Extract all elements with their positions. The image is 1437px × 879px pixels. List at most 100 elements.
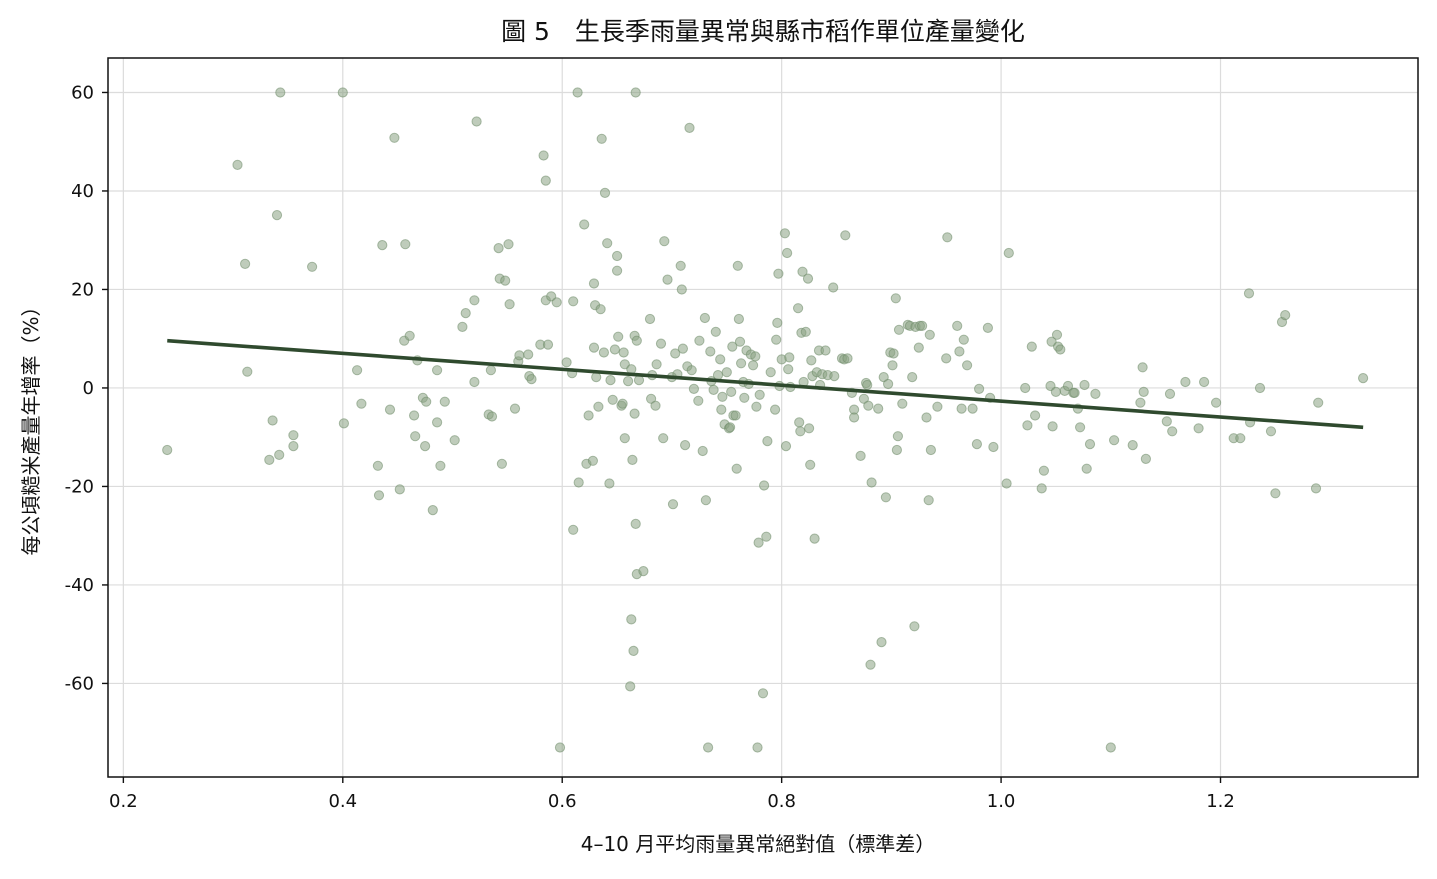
scatter-point <box>1199 376 1210 388</box>
trend-line-group <box>167 338 1364 430</box>
scatter-point <box>804 423 815 434</box>
scatter-point <box>694 335 705 346</box>
scatter-point <box>1062 380 1074 392</box>
scatter-point <box>1164 388 1176 399</box>
scatter-points <box>162 87 1369 753</box>
scatter-point <box>731 463 742 474</box>
scatter-point <box>797 266 808 277</box>
scatter-point <box>783 364 794 375</box>
scatter-point <box>1161 416 1172 427</box>
scatter-point <box>540 175 551 186</box>
scatter-point <box>288 430 299 441</box>
scatter-point <box>602 238 613 249</box>
scatter-point <box>389 132 400 143</box>
scatter-point <box>721 367 732 378</box>
scatter-point <box>274 449 285 460</box>
scatter-point <box>486 411 498 422</box>
scatter-point <box>677 343 689 354</box>
scatter-point <box>782 247 793 259</box>
scatter-point <box>591 372 602 383</box>
scatter-point <box>1270 488 1281 499</box>
scatter-point <box>809 533 820 544</box>
scatter-point <box>941 353 952 364</box>
scatter-point <box>275 87 286 98</box>
scatter-point <box>655 338 667 349</box>
scatter-point <box>971 439 983 450</box>
scatter-point <box>802 273 814 284</box>
scatter-point <box>1313 397 1324 408</box>
scatter-point <box>888 348 899 359</box>
scatter-point <box>842 353 853 364</box>
y-tick-label: 60 <box>71 82 94 103</box>
scatter-point <box>840 230 851 241</box>
scatter-point <box>876 637 887 648</box>
scatter-point <box>693 395 704 406</box>
scatter-point <box>583 410 594 421</box>
scatter-point <box>612 265 623 276</box>
scatter-point <box>883 378 894 390</box>
scatter-point <box>917 320 928 331</box>
scatter-point <box>806 355 817 366</box>
scatter-point <box>598 347 610 358</box>
scatter-point <box>662 274 673 285</box>
scatter-point <box>496 458 507 469</box>
scatter-point <box>439 396 450 407</box>
scatter-point <box>604 478 615 489</box>
scatter-point <box>974 383 985 394</box>
x-tick-label: 1.2 <box>1206 791 1235 812</box>
scatter-point <box>688 383 700 394</box>
x-tick-label: 0.8 <box>767 791 796 812</box>
plot-area-frame <box>107 57 1419 778</box>
y-tick-label: 40 <box>71 181 94 202</box>
scatter-point <box>907 372 918 383</box>
scatter-point <box>1026 341 1037 352</box>
scatter-point <box>772 317 783 328</box>
scatter-point <box>982 322 994 333</box>
scatter-point <box>1090 388 1101 399</box>
scatter-point <box>232 159 243 170</box>
scatter-point <box>1055 344 1066 355</box>
scatter-point <box>909 621 920 632</box>
scatter-point <box>1265 426 1277 437</box>
scatter-point <box>849 412 860 423</box>
scatter-point <box>1105 742 1116 753</box>
scatter-point <box>1001 478 1012 489</box>
scatter-point <box>924 329 935 340</box>
scatter-point <box>503 239 514 250</box>
scatter-point <box>712 370 724 381</box>
scatter-point <box>670 348 681 359</box>
scatter-point <box>716 404 727 415</box>
scatter-point <box>761 531 772 542</box>
scatter-point <box>753 537 764 548</box>
y-tick-label: -60 <box>65 673 94 694</box>
scatter-point <box>1075 422 1086 433</box>
scatter-point <box>1310 483 1322 494</box>
scatter-point <box>748 360 759 371</box>
scatter-point <box>794 417 805 428</box>
scatter-point <box>700 495 712 506</box>
scatter-point <box>587 455 599 466</box>
scatter-point <box>572 87 583 98</box>
scatter-point <box>607 394 618 405</box>
x-tick-label: 0.2 <box>109 791 138 812</box>
scatter-point <box>609 344 621 355</box>
scatter-point <box>338 418 349 429</box>
scatter-point <box>710 326 721 337</box>
scatter-point <box>658 433 669 444</box>
scatter-point <box>352 365 363 376</box>
scatter-point <box>514 350 525 361</box>
scatter-point <box>307 261 318 272</box>
scatter-point <box>1051 329 1063 340</box>
scatter-point <box>913 342 924 353</box>
scatter-point <box>1358 373 1369 384</box>
scatter-point <box>337 87 348 98</box>
scatter-point <box>568 296 579 307</box>
scatter-point <box>469 376 480 388</box>
scatter-point <box>1050 386 1062 397</box>
scatter-point <box>644 313 656 325</box>
scatter-point <box>733 313 745 325</box>
scatter-point <box>1084 439 1096 450</box>
scatter-point <box>1167 426 1178 437</box>
scatter-point <box>932 401 943 412</box>
